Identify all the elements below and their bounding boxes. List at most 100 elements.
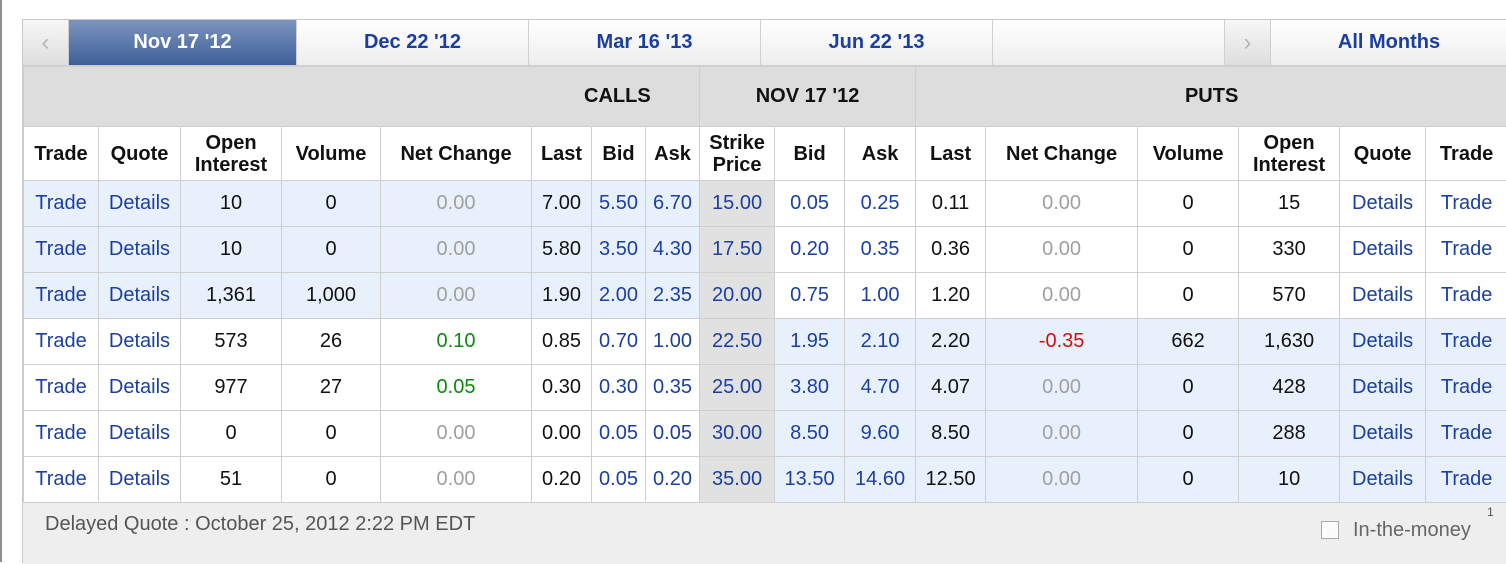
puts-last: 0.36 [916, 227, 986, 273]
calls-volume: 0 [282, 457, 381, 503]
calls-last: 5.80 [532, 227, 592, 273]
in-the-money-checkbox[interactable] [1321, 521, 1339, 539]
calls-trade-link[interactable]: Trade [24, 181, 99, 227]
month-tabs: ‹ Nov 17 '12 Dec 22 '12 Mar 16 '13 Jun 2… [23, 20, 1506, 66]
puts-trade-link[interactable]: Trade [1426, 365, 1506, 411]
calls-last: 0.00 [532, 411, 592, 457]
calls-open-interest: 0 [181, 411, 282, 457]
calls-last: 0.85 [532, 319, 592, 365]
puts-bid: 8.50 [775, 411, 845, 457]
col-puts-trade: Trade [1426, 127, 1506, 181]
calls-volume: 0 [282, 181, 381, 227]
footnote-marker: 1 [1487, 505, 1494, 519]
calls-trade-link[interactable]: Trade [24, 411, 99, 457]
puts-trade-link[interactable]: Trade [1426, 273, 1506, 319]
col-calls-open-interest: Open Interest [181, 127, 282, 181]
calls-bid: 0.05 [592, 457, 646, 503]
puts-trade-link[interactable]: Trade [1426, 457, 1506, 503]
col-calls-ask: Ask [646, 127, 700, 181]
calls-trade-link[interactable]: Trade [24, 273, 99, 319]
calls-volume: 0 [282, 411, 381, 457]
column-header-row: Trade Quote Open Interest Volume Net Cha… [24, 127, 1506, 181]
calls-last: 1.90 [532, 273, 592, 319]
puts-trade-link[interactable]: Trade [1426, 181, 1506, 227]
puts-open-interest: 288 [1239, 411, 1340, 457]
tab-nov-17-12[interactable]: Nov 17 '12 [69, 20, 297, 65]
calls-details-link[interactable]: Details [99, 411, 181, 457]
puts-open-interest: 330 [1239, 227, 1340, 273]
calls-open-interest: 10 [181, 181, 282, 227]
col-puts-ask: Ask [845, 127, 916, 181]
puts-trade-link[interactable]: Trade [1426, 319, 1506, 365]
in-the-money-label[interactable]: In-the-money [1353, 519, 1471, 542]
puts-bid: 13.50 [775, 457, 845, 503]
calls-volume: 26 [282, 319, 381, 365]
calls-bid: 0.70 [592, 319, 646, 365]
puts-ask: 4.70 [845, 365, 916, 411]
puts-details-link[interactable]: Details [1340, 319, 1426, 365]
calls-trade-link[interactable]: Trade [24, 319, 99, 365]
calls-open-interest: 573 [181, 319, 282, 365]
puts-bid: 0.20 [775, 227, 845, 273]
puts-last: 4.07 [916, 365, 986, 411]
puts-details-link[interactable]: Details [1340, 181, 1426, 227]
puts-net-change: -0.35 [986, 319, 1138, 365]
puts-open-interest: 15 [1239, 181, 1340, 227]
option-chain-table: CALLS NOV 17 '12 PUTS Trade Quote Open I… [23, 66, 1506, 503]
calls-details-link[interactable]: Details [99, 181, 181, 227]
col-calls-net-change: Net Change [381, 127, 532, 181]
calls-ask: 2.35 [646, 273, 700, 319]
puts-bid: 3.80 [775, 365, 845, 411]
calls-open-interest: 1,361 [181, 273, 282, 319]
tab-all-months[interactable]: All Months [1271, 20, 1506, 65]
calls-open-interest: 10 [181, 227, 282, 273]
puts-net-change: 0.00 [986, 365, 1138, 411]
puts-details-link[interactable]: Details [1340, 457, 1426, 503]
col-calls-trade: Trade [24, 127, 99, 181]
chain-footer: Delayed Quote : October 25, 2012 2:22 PM… [23, 502, 1506, 564]
calls-bid: 0.30 [592, 365, 646, 411]
calls-volume: 1,000 [282, 273, 381, 319]
puts-bid: 0.05 [775, 181, 845, 227]
puts-details-link[interactable]: Details [1340, 227, 1426, 273]
puts-open-interest: 1,630 [1239, 319, 1340, 365]
tab-mar-16-13[interactable]: Mar 16 '13 [529, 20, 761, 65]
col-calls-last: Last [532, 127, 592, 181]
strike-price: 22.50 [700, 319, 775, 365]
tab-dec-22-12[interactable]: Dec 22 '12 [297, 20, 529, 65]
puts-trade-link[interactable]: Trade [1426, 411, 1506, 457]
delayed-quote-text: Delayed Quote : October 25, 2012 2:22 PM… [45, 513, 475, 536]
col-calls-bid: Bid [592, 127, 646, 181]
puts-details-link[interactable]: Details [1340, 411, 1426, 457]
calls-details-link[interactable]: Details [99, 273, 181, 319]
puts-last: 2.20 [916, 319, 986, 365]
col-strike-price: Strike Price [700, 127, 775, 181]
calls-details-link[interactable]: Details [99, 365, 181, 411]
calls-trade-link[interactable]: Trade [24, 457, 99, 503]
calls-volume: 27 [282, 365, 381, 411]
calls-trade-link[interactable]: Trade [24, 365, 99, 411]
calls-bid: 3.50 [592, 227, 646, 273]
puts-details-link[interactable]: Details [1340, 365, 1426, 411]
calls-last: 0.20 [532, 457, 592, 503]
tab-jun-22-13[interactable]: Jun 22 '13 [761, 20, 993, 65]
prev-month-arrow-icon[interactable]: ‹ [23, 20, 69, 65]
col-puts-quote: Quote [1340, 127, 1426, 181]
next-month-arrow-icon[interactable]: › [1225, 20, 1271, 65]
strike-price: 25.00 [700, 365, 775, 411]
puts-group-header: PUTS [916, 67, 1506, 127]
calls-details-link[interactable]: Details [99, 457, 181, 503]
calls-last: 7.00 [532, 181, 592, 227]
puts-details-link[interactable]: Details [1340, 273, 1426, 319]
calls-ask: 0.35 [646, 365, 700, 411]
puts-ask: 2.10 [845, 319, 916, 365]
calls-trade-link[interactable]: Trade [24, 227, 99, 273]
calls-details-link[interactable]: Details [99, 227, 181, 273]
puts-trade-link[interactable]: Trade [1426, 227, 1506, 273]
col-puts-bid: Bid [775, 127, 845, 181]
calls-details-link[interactable]: Details [99, 319, 181, 365]
